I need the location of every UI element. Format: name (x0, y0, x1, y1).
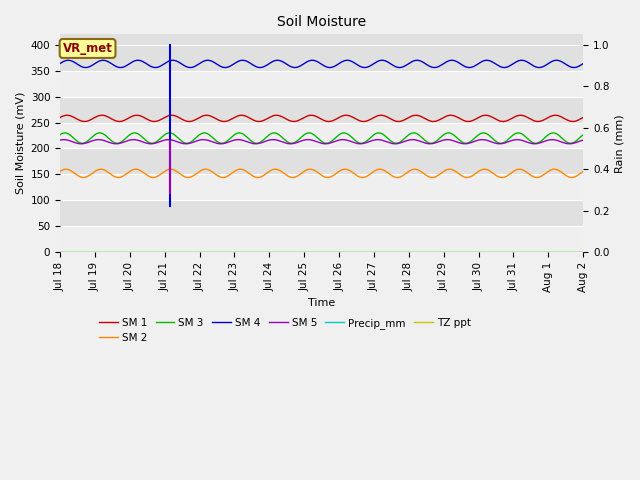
SM 1 (429, 119, 437, 124)
SM 2 (149, 175, 157, 180)
SM 5 (66, 138, 74, 144)
TZ ppt (385, 249, 393, 255)
TZ ppt (120, 249, 127, 255)
SM 1 (401, 117, 408, 123)
SM 1 (579, 115, 587, 120)
SM 5 (402, 138, 410, 144)
Precip_mm (120, 249, 127, 255)
SM 5 (130, 137, 138, 143)
TZ ppt (173, 249, 180, 255)
Line: SM 2: SM 2 (60, 169, 583, 178)
SM 1 (385, 115, 393, 121)
TZ ppt (56, 249, 64, 255)
SM 1 (120, 118, 127, 124)
Precip_mm (579, 249, 587, 255)
Precip_mm (401, 249, 408, 255)
Precip_mm (66, 249, 74, 255)
SM 3 (401, 135, 409, 141)
SM 2 (174, 169, 182, 175)
SM 3 (200, 130, 208, 136)
SM 3 (173, 133, 180, 139)
Text: VR_met: VR_met (63, 42, 113, 55)
SM 5 (174, 139, 182, 145)
SM 4 (169, 58, 177, 63)
SM 4 (387, 61, 394, 67)
SM 5 (579, 137, 587, 143)
Legend: SM 1, SM 2, SM 3, SM 4, SM 5, Precip_mm, TZ ppt: SM 1, SM 2, SM 3, SM 4, SM 5, Precip_mm,… (95, 313, 476, 347)
Precip_mm (385, 249, 393, 255)
SM 1 (412, 112, 420, 118)
Line: SM 5: SM 5 (60, 140, 583, 144)
Bar (60, 226, 583, 252)
Bar (60, 174, 583, 200)
SM 5 (120, 139, 128, 145)
SM 4 (202, 58, 209, 63)
SM 2 (402, 171, 410, 177)
Y-axis label: Rain (mm): Rain (mm) (615, 114, 625, 173)
SM 3 (66, 132, 74, 137)
SM 1 (173, 113, 180, 119)
X-axis label: Time: Time (308, 298, 335, 308)
Title: Soil Moisture: Soil Moisture (277, 15, 366, 29)
Line: SM 1: SM 1 (60, 115, 583, 121)
SM 5 (112, 141, 120, 147)
Y-axis label: Soil Moisture (mV): Soil Moisture (mV) (15, 92, 25, 194)
SM 3 (120, 137, 127, 143)
SM 3 (385, 136, 393, 142)
SM 3 (410, 130, 417, 136)
TZ ppt (401, 249, 408, 255)
SM 5 (202, 137, 209, 143)
SM 2 (202, 166, 209, 172)
SM 2 (120, 173, 127, 179)
SM 2 (56, 168, 64, 174)
SM 5 (56, 137, 64, 143)
Precip_mm (56, 249, 64, 255)
SM 5 (387, 140, 394, 146)
TZ ppt (200, 249, 208, 255)
SM 4 (173, 59, 181, 64)
SM 2 (579, 168, 587, 174)
SM 4 (120, 64, 127, 70)
SM 2 (167, 166, 175, 172)
SM 4 (186, 65, 194, 71)
SM 2 (66, 167, 74, 173)
TZ ppt (66, 249, 74, 255)
Bar (60, 71, 583, 96)
SM 3 (579, 132, 587, 138)
SM 1 (200, 113, 208, 119)
TZ ppt (579, 249, 587, 255)
Line: SM 4: SM 4 (60, 60, 583, 68)
SM 4 (579, 60, 587, 66)
SM 3 (56, 132, 64, 138)
SM 4 (56, 60, 64, 66)
Bar (60, 122, 583, 148)
SM 4 (402, 63, 410, 69)
SM 1 (56, 115, 64, 120)
SM 4 (66, 58, 74, 63)
Precip_mm (173, 249, 180, 255)
SM 2 (387, 172, 394, 178)
Line: SM 3: SM 3 (60, 133, 583, 143)
SM 1 (66, 113, 74, 119)
Precip_mm (200, 249, 208, 255)
SM 3 (392, 140, 400, 146)
